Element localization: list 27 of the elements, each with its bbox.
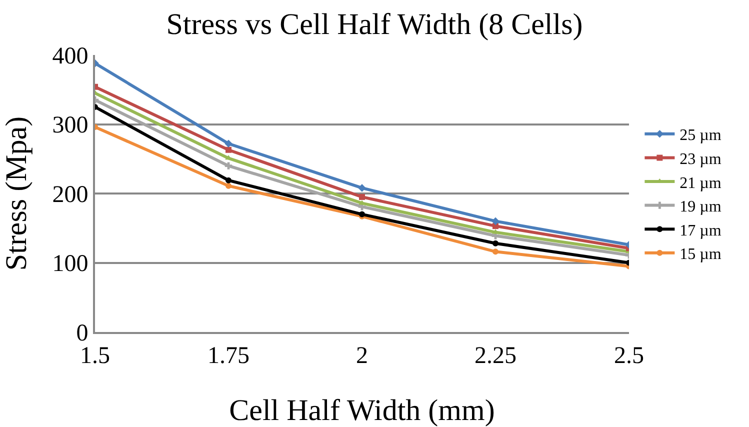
point — [359, 194, 365, 200]
point — [358, 184, 366, 192]
y-tick-label: 300 — [52, 112, 88, 139]
y-tick-label: 200 — [52, 182, 88, 208]
legend-label: 25 µm — [680, 127, 722, 144]
legend-label: 17 µm — [680, 222, 722, 240]
y-tick-label: 400 — [52, 43, 88, 70]
legend-label: 23 µm — [680, 150, 722, 168]
x-tick-label: 2.5 — [614, 342, 644, 369]
chart-title: Stress vs Cell Half Width (8 Cells) — [166, 8, 583, 41]
legend-label: 15 µm — [680, 246, 722, 264]
legend-label: 21 µm — [680, 174, 722, 192]
point — [492, 217, 500, 226]
point — [492, 240, 498, 246]
point — [224, 140, 232, 148]
y-tick-label: 100 — [52, 251, 88, 278]
x-tick-label: 2 — [356, 342, 368, 369]
point — [492, 248, 498, 255]
point — [226, 177, 232, 184]
x-tick-label: 2.25 — [474, 342, 516, 369]
x-tick-label: 1.75 — [208, 342, 250, 369]
point — [226, 146, 232, 153]
point — [226, 182, 232, 189]
legend-label: 19 µm — [680, 198, 722, 216]
x-axis-title: Cell Half Width (mm) — [229, 394, 495, 427]
point — [224, 162, 232, 170]
y-axis-title: Stress (Mpa) — [0, 116, 33, 271]
